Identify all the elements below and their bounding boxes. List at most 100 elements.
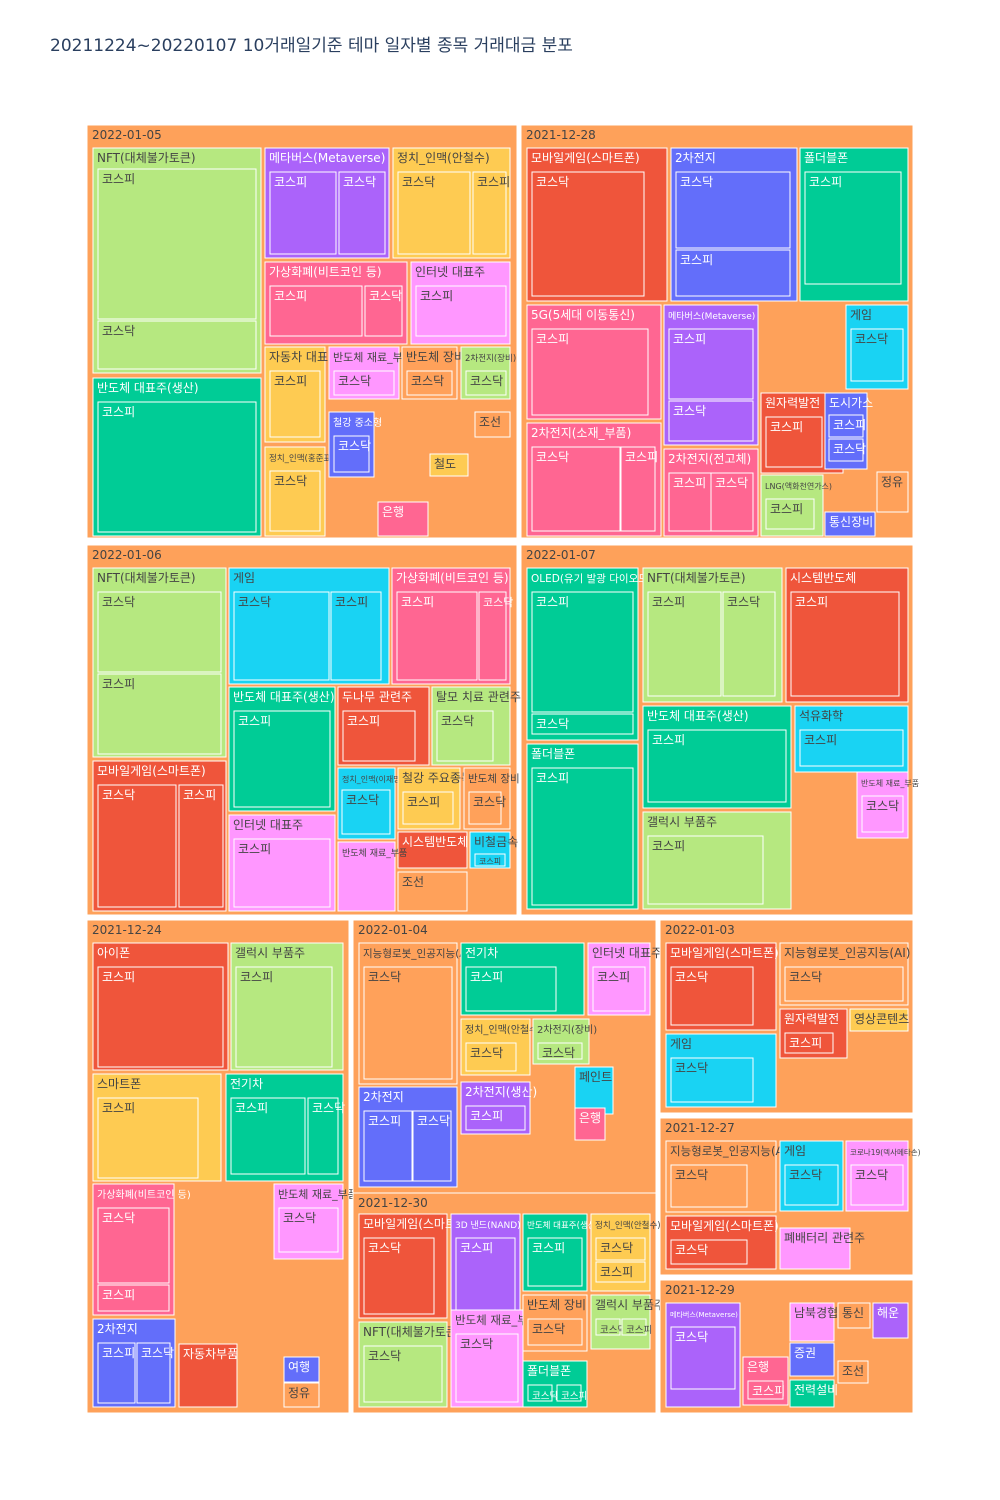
market-cell[interactable]: 코스닥 xyxy=(595,1237,646,1261)
market-cell[interactable]: 코스피 xyxy=(765,416,823,468)
theme-cell[interactable]: 2차전지(장비) 코스닥 xyxy=(532,1018,597,1065)
market-cell[interactable]: 코스피 xyxy=(363,1110,413,1182)
market-cell[interactable]: 코스닥 xyxy=(670,1164,748,1208)
theme-cell[interactable]: 반도체 대표주(생산) 코스피 xyxy=(92,377,262,537)
theme-cell[interactable]: 증권 xyxy=(789,1342,835,1377)
market-cell[interactable]: 코스닥 xyxy=(333,435,371,473)
market-cell[interactable]: 코스피 xyxy=(97,673,222,755)
market-cell[interactable]: 코스피 xyxy=(668,472,714,532)
market-cell[interactable]: 코스피 xyxy=(97,168,257,320)
market-cell[interactable]: 코스닥 xyxy=(828,438,866,462)
market-cell[interactable]: 코스피 xyxy=(595,1261,646,1283)
theme-cell[interactable]: 은행 xyxy=(377,501,429,537)
market-cell[interactable]: 코스닥 xyxy=(465,370,507,396)
market-cell[interactable]: 코스피 xyxy=(592,966,646,1012)
market-cell[interactable]: 코스피 xyxy=(97,1342,136,1404)
theme-cell[interactable]: 반도체 대표주(생산) 코스피 xyxy=(642,705,792,809)
market-cell[interactable]: 코스닥 xyxy=(850,328,904,382)
theme-cell[interactable]: 정치_인맥(안철수) 코스닥 xyxy=(460,1018,542,1076)
market-cell[interactable]: 코스피 xyxy=(233,838,331,908)
market-cell[interactable]: 코스피 xyxy=(342,710,416,762)
market-cell[interactable]: 코스닥 xyxy=(136,1342,174,1404)
theme-cell[interactable]: NFT(대체불가토큰) 코스닥 xyxy=(358,1321,462,1408)
theme-cell[interactable]: 반도체 재료_부품 xyxy=(337,841,407,912)
market-cell[interactable]: 코스피 xyxy=(230,1097,306,1175)
market-cell[interactable]: 코스피 xyxy=(621,1318,652,1336)
theme-cell[interactable]: 2차전지(소재_부품) 코스닥 코스피 xyxy=(526,422,662,537)
date-block[interactable]: 2021-12-27지능형로봇_인공지능(AI)코스닥게임코스닥코로나19(덱사… xyxy=(659,1117,921,1276)
market-cell[interactable]: 코스닥 xyxy=(338,171,386,255)
market-cell[interactable]: 코스피 xyxy=(647,729,787,803)
market-cell[interactable]: 코스닥 xyxy=(364,285,403,337)
market-cell[interactable]: 코스닥 xyxy=(436,710,494,762)
market-cell[interactable]: 코스닥 xyxy=(668,400,754,442)
market-cell[interactable]: 코스닥 xyxy=(468,791,506,825)
market-cell[interactable]: 코스피 xyxy=(668,328,754,400)
theme-cell[interactable]: 전력설비 xyxy=(789,1379,838,1408)
theme-cell[interactable]: 통신 xyxy=(837,1302,871,1329)
market-cell[interactable]: 코스닥 xyxy=(527,1384,558,1402)
market-cell[interactable]: 코스피 xyxy=(402,791,454,825)
theme-cell[interactable]: 모바일게임(스마트폰) 코스닥 xyxy=(358,1213,472,1319)
theme-cell[interactable]: 정유 xyxy=(876,471,909,513)
market-cell[interactable]: 코스닥 xyxy=(269,470,321,532)
market-cell[interactable]: 코스피 xyxy=(647,591,722,697)
theme-cell[interactable]: 남북경협 xyxy=(789,1302,838,1342)
market-cell[interactable]: 코스피 xyxy=(269,171,337,255)
market-cell[interactable]: 코스닥 xyxy=(670,966,754,1026)
market-cell[interactable]: 코스피 xyxy=(747,1380,785,1400)
market-cell[interactable]: 코스피 xyxy=(675,249,791,297)
market-cell[interactable]: 코스닥 xyxy=(537,1042,583,1060)
market-cell[interactable]: 코스닥 xyxy=(397,171,471,255)
theme-cell[interactable]: 반도체 대표주(생산) 코스피 xyxy=(228,686,336,812)
market-cell[interactable]: 코스피 xyxy=(455,1237,516,1315)
theme-cell[interactable]: 통신장비 xyxy=(824,511,876,537)
market-cell[interactable]: 코스닥 xyxy=(97,784,177,908)
theme-cell[interactable]: 모바일게임(스마트폰) 코스닥 xyxy=(665,942,779,1031)
market-cell[interactable]: 코스피 xyxy=(233,710,331,808)
theme-cell[interactable]: 지능형로봇_인공지능(AI) 코스닥 xyxy=(358,942,474,1085)
theme-cell[interactable]: 메타버스(Metaverse) 코스피 코스닥 xyxy=(264,147,390,259)
market-cell[interactable]: 코스닥 xyxy=(363,1237,435,1315)
theme-cell[interactable]: 2차전지(생산) 코스피 xyxy=(460,1081,537,1135)
market-cell[interactable]: 코스닥 xyxy=(478,591,513,681)
theme-cell[interactable]: 페인트 xyxy=(574,1066,614,1115)
theme-cell[interactable]: 반도체 대표주(생산) 코스피 xyxy=(522,1213,599,1292)
market-cell[interactable]: 코스피 xyxy=(415,285,507,337)
market-cell[interactable]: 코스닥 xyxy=(850,1164,904,1206)
market-cell[interactable]: 코스닥 xyxy=(412,1110,452,1182)
market-cell[interactable]: 코스닥 xyxy=(722,591,776,697)
market-cell[interactable]: 코스피 xyxy=(97,966,224,1068)
market-cell[interactable]: 코스피 xyxy=(465,1105,526,1131)
market-cell[interactable]: 코스닥 xyxy=(595,1318,626,1336)
